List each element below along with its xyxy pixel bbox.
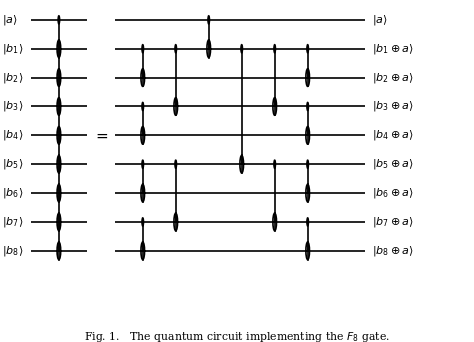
Circle shape — [307, 44, 309, 53]
Circle shape — [175, 44, 177, 53]
Circle shape — [142, 160, 144, 168]
Circle shape — [307, 102, 309, 110]
Text: $|b_4\rangle$: $|b_4\rangle$ — [2, 128, 24, 142]
Circle shape — [58, 16, 60, 24]
Text: $|b_2 \oplus a\rangle$: $|b_2 \oplus a\rangle$ — [372, 70, 414, 84]
Text: $|b_1\rangle$: $|b_1\rangle$ — [2, 42, 24, 56]
Text: $|b_7 \oplus a\rangle$: $|b_7 \oplus a\rangle$ — [372, 215, 414, 229]
Text: $|a\rangle$: $|a\rangle$ — [372, 13, 388, 27]
Text: $|b_8 \oplus a\rangle$: $|b_8 \oplus a\rangle$ — [372, 244, 414, 258]
Text: $|b_1 \oplus a\rangle$: $|b_1 \oplus a\rangle$ — [372, 42, 414, 56]
Circle shape — [142, 44, 144, 53]
Text: $|b_6 \oplus a\rangle$: $|b_6 \oplus a\rangle$ — [372, 186, 414, 200]
Text: $|b_3\rangle$: $|b_3\rangle$ — [2, 100, 24, 114]
Circle shape — [274, 44, 275, 53]
Circle shape — [175, 160, 177, 168]
Circle shape — [307, 218, 309, 226]
Circle shape — [142, 102, 144, 110]
Text: Fig. 1.   The quantum circuit implementing the $F_8$ gate.: Fig. 1. The quantum circuit implementing… — [84, 330, 390, 342]
Text: $|b_5\rangle$: $|b_5\rangle$ — [2, 157, 24, 171]
Text: $|b_6\rangle$: $|b_6\rangle$ — [2, 186, 24, 200]
Circle shape — [142, 218, 144, 226]
Text: $|b_5 \oplus a\rangle$: $|b_5 \oplus a\rangle$ — [372, 157, 414, 171]
Circle shape — [274, 160, 275, 168]
Text: $|b_3 \oplus a\rangle$: $|b_3 \oplus a\rangle$ — [372, 100, 414, 114]
Text: $|b_7\rangle$: $|b_7\rangle$ — [2, 215, 24, 229]
Circle shape — [208, 16, 210, 24]
Text: $|b_8\rangle$: $|b_8\rangle$ — [2, 244, 24, 258]
Text: $|a\rangle$: $|a\rangle$ — [2, 13, 18, 27]
Circle shape — [307, 160, 309, 168]
Text: $|b_4 \oplus a\rangle$: $|b_4 \oplus a\rangle$ — [372, 128, 414, 142]
Circle shape — [241, 44, 243, 53]
Text: $|b_2\rangle$: $|b_2\rangle$ — [2, 70, 24, 84]
Text: $=$: $=$ — [93, 128, 109, 142]
